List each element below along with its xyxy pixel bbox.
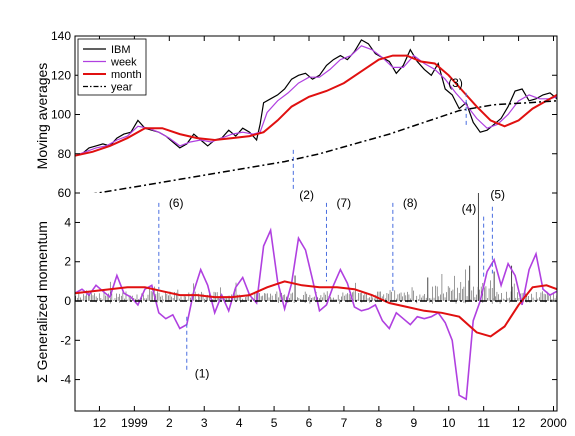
annotation-label: (4) [462,202,477,216]
plot-frame [74,35,558,412]
annotation-label: (7) [336,196,351,210]
bottom-ytick-label: -2 [60,333,71,347]
bottom-ytick-label: 0 [64,294,71,308]
xtick-label: 6 [306,416,313,430]
series-line-month [75,280,557,338]
top-ytick-label: 80 [58,147,72,161]
annotation-label: (6) [169,196,184,210]
top-ytick-label: 60 [58,186,72,200]
bottom-ylabel: Σ Generalized momentum [34,221,50,383]
xtick-label: 3 [201,416,208,430]
xtick-label: 8 [376,416,383,430]
xtick-label: 9 [410,416,417,430]
legend-label-year: year [111,82,133,94]
series-line-month [75,54,557,157]
legend-label-month: month [111,69,142,81]
xtick-label: 10 [442,416,456,430]
xtick-label: 5 [271,416,278,430]
xtick-label: 11 [477,416,490,430]
xtick-label: 12 [512,416,526,430]
xtick-label: 1999 [121,416,148,430]
top-ytick-label: 140 [51,29,71,43]
legend-label-ibm: IBM [111,44,131,56]
xtick-label: 4 [236,416,243,430]
annotation-label: (1) [195,367,210,381]
annotation-label: (3) [448,76,463,90]
bottom-panel: -4 -2 0 2 4 [60,193,557,401]
top-ylabel: Moving averages [34,63,50,170]
top-ytick-label: 120 [51,68,71,82]
series-line-ibm [75,39,557,157]
legend-label-week: week [110,57,137,69]
top-panel: 60 80 100 120 140 [51,29,557,200]
xtick-label: 2000 [540,416,567,430]
annotation-label: (5) [490,188,505,202]
bottom-ytick-label: 4 [64,215,71,229]
x-axis: 12 1999 2 3 4 5 6 7 8 9 10 11 12 2000 [93,36,567,430]
series-line-week [75,45,557,157]
series-line-week [75,227,557,401]
xtick-label: 2 [166,416,173,430]
annotation-label: (2) [299,188,314,202]
annotations: (1) (2) (3) (4) (5) (6) (7) (8) [158,76,505,381]
top-ytick-label: 100 [51,108,71,122]
annotation-label: (8) [403,196,418,210]
xtick-label: 7 [341,416,348,430]
bottom-ytick-label: 2 [64,255,71,269]
legend-box [77,38,147,96]
xtick-label: 12 [93,416,107,430]
bottom-ytick-label: -4 [60,373,71,387]
